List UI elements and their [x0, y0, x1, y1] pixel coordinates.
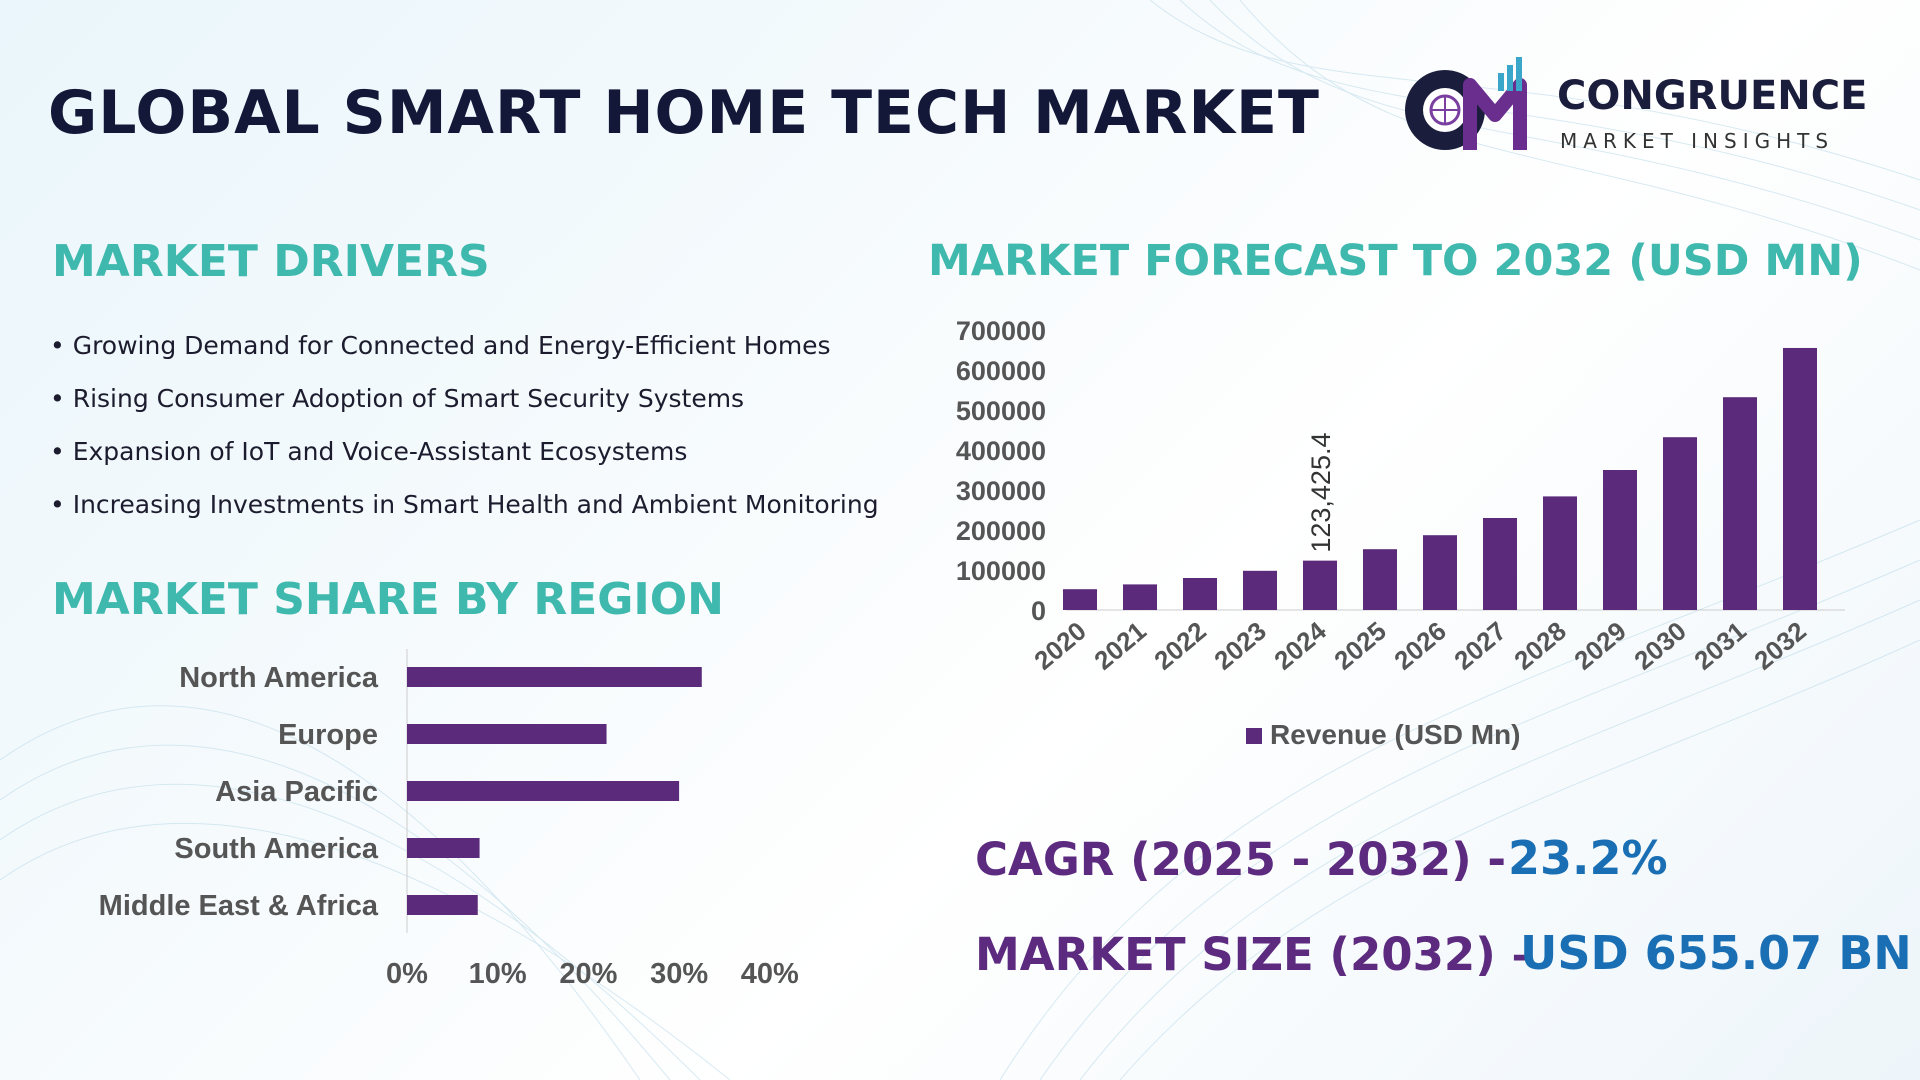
- forecast-bar: [1603, 470, 1637, 610]
- y-tick-label: 700000: [956, 316, 1046, 346]
- driver-item: Expansion of IoT and Voice-Assistant Eco…: [50, 434, 879, 487]
- forecast-heading: MARKET FORECAST TO 2032 (USD MN): [928, 236, 1863, 286]
- region-bar: [407, 781, 680, 801]
- drivers-heading: MARKET DRIVERS: [52, 236, 490, 287]
- region-label: North America: [179, 662, 379, 694]
- y-tick-label: 200000: [956, 516, 1046, 546]
- forecast-bar: [1183, 578, 1217, 610]
- driver-item: Growing Demand for Connected and Energy-…: [50, 328, 879, 381]
- market-size-value: USD 655.07 BN: [1520, 926, 1912, 980]
- forecast-bar: [1243, 570, 1277, 610]
- forecast-bar: [1483, 518, 1517, 610]
- x-tick-label: 2023: [1208, 616, 1272, 676]
- x-tick-label: 30%: [650, 958, 708, 990]
- forecast-bar: [1063, 589, 1097, 610]
- forecast-bar: [1663, 437, 1697, 610]
- brand-logo: CONGRUENCE MARKET INSIGHTS: [1400, 55, 1870, 155]
- x-tick-label: 2022: [1148, 616, 1212, 676]
- drivers-list: Growing Demand for Connected and Energy-…: [50, 328, 879, 540]
- y-tick-label: 500000: [956, 396, 1046, 426]
- x-tick-label: 40%: [741, 958, 799, 990]
- region-bar: [407, 667, 702, 687]
- forecast-bar: [1423, 535, 1457, 610]
- y-tick-label: 600000: [956, 356, 1046, 386]
- x-tick-label: 2028: [1508, 616, 1572, 676]
- legend-label: Revenue (USD Mn): [1270, 719, 1520, 750]
- region-label: Middle East & Africa: [99, 890, 379, 922]
- market-size-label: MARKET SIZE (2032) –: [975, 928, 1534, 981]
- x-tick-label: 2030: [1628, 616, 1692, 676]
- cagr-value: 23.2%: [1508, 831, 1668, 885]
- x-tick-label: 2032: [1748, 616, 1812, 676]
- driver-item: Increasing Investments in Smart Health a…: [50, 487, 879, 540]
- y-tick-label: 0: [1031, 596, 1046, 626]
- x-tick-label: 2029: [1568, 616, 1632, 676]
- region-bar: [407, 838, 480, 858]
- logo-mark: [1405, 57, 1527, 150]
- x-tick-label: 2026: [1388, 616, 1452, 676]
- page-title: GLOBAL SMART HOME TECH MARKET: [48, 78, 1320, 148]
- logo-tagline: MARKET INSIGHTS: [1560, 129, 1835, 153]
- x-tick-label: 20%: [559, 958, 617, 990]
- bar-data-label: 123,425.4: [1306, 433, 1336, 553]
- driver-item: Rising Consumer Adoption of Smart Securi…: [50, 381, 879, 434]
- forecast-bar: [1303, 560, 1337, 610]
- y-tick-label: 400000: [956, 436, 1046, 466]
- region-label: Europe: [278, 719, 378, 751]
- y-tick-label: 100000: [956, 556, 1046, 586]
- x-tick-label: 2031: [1688, 616, 1752, 676]
- region-label: South America: [174, 833, 378, 865]
- x-tick-label: 2027: [1448, 616, 1512, 676]
- forecast-bar: [1783, 347, 1817, 610]
- region-bar: [407, 724, 607, 744]
- forecast-bar: [1543, 496, 1577, 610]
- region-share-chart: North America Europe Asia Pacific South Ame…: [99, 649, 799, 990]
- cagr-label: CAGR (2025 - 2032) -: [975, 833, 1507, 886]
- forecast-bar: [1123, 584, 1157, 610]
- forecast-chart: 0 100000 200000 300000 400000 500000 600000 700…: [956, 316, 1845, 750]
- region-bar: [407, 895, 478, 915]
- region-label: Asia Pacific: [215, 776, 378, 808]
- x-tick-label: 10%: [469, 958, 527, 990]
- x-tick-label: 2021: [1088, 616, 1152, 676]
- x-tick-label: 0%: [386, 958, 428, 990]
- x-tick-label: 2024: [1268, 615, 1332, 676]
- forecast-bar: [1363, 549, 1397, 610]
- y-tick-label: 300000: [956, 476, 1046, 506]
- region-heading: MARKET SHARE BY REGION: [52, 574, 724, 625]
- forecast-bar: [1723, 397, 1757, 610]
- legend-swatch: [1246, 728, 1262, 744]
- x-tick-label: 2025: [1328, 616, 1392, 676]
- logo-name: CONGRUENCE: [1557, 73, 1868, 119]
